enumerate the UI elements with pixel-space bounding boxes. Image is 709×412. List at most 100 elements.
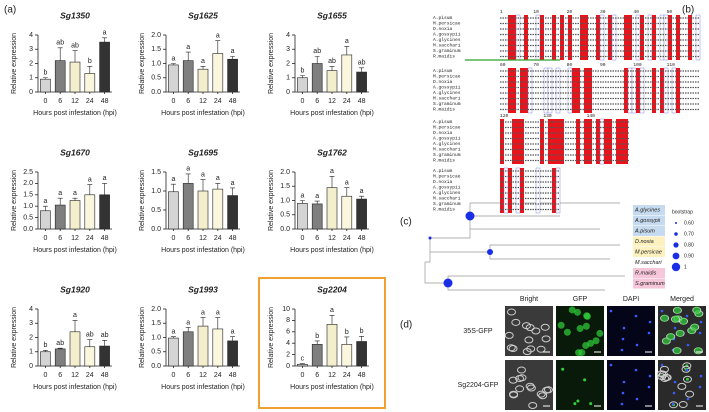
- conserved-block: [588, 119, 592, 164]
- y-tick-label: 1: [286, 75, 290, 82]
- position-number: 130: [543, 113, 552, 119]
- cell: [677, 382, 687, 390]
- species-name: M.sacchari: [433, 96, 461, 102]
- conserved-block: [663, 14, 669, 61]
- dapi-nucleus: [620, 348, 624, 352]
- error-bar: [344, 46, 350, 55]
- significance-letter: a: [330, 168, 334, 175]
- conserved-block: [660, 68, 664, 113]
- significance-letter: a: [345, 38, 349, 45]
- x-tick-label: 48: [229, 372, 237, 379]
- bar: [297, 77, 308, 93]
- conserved-block: [520, 119, 524, 164]
- bar: [212, 328, 224, 367]
- y-tick-label: 0.0: [151, 226, 161, 233]
- significance-letter: a: [186, 319, 190, 326]
- significance-letter: b: [43, 70, 47, 77]
- x-tick-label: 24: [86, 98, 94, 105]
- error-bar: [170, 63, 176, 65]
- cell: [511, 318, 521, 326]
- bootstrap-value: 1: [684, 264, 687, 270]
- bar: [99, 41, 110, 93]
- species-name: R.maidis: [433, 207, 455, 213]
- species-name: A.glycines: [433, 90, 461, 96]
- x-axis-label: Hours post infestation (hpi): [33, 110, 117, 117]
- error-bar: [185, 51, 191, 61]
- bar: [40, 78, 51, 93]
- taxon-swatch: [633, 205, 665, 215]
- conserved-block: [599, 118, 605, 165]
- error-bar: [87, 339, 93, 347]
- gfp-signal: [596, 329, 604, 337]
- conserved-block: [540, 15, 544, 60]
- species-name: A.glycines: [433, 141, 461, 147]
- position-number: 50: [667, 9, 673, 15]
- species-name: D.noxia: [433, 130, 453, 136]
- conserved-block: [584, 68, 588, 113]
- conserved-block: [535, 14, 541, 61]
- conserved-block: [500, 168, 504, 213]
- chart-title: Sg1695: [188, 147, 218, 157]
- cell: [660, 375, 670, 383]
- significance-letter: a: [171, 328, 175, 335]
- significance-letter: ab: [56, 40, 64, 47]
- y-tick-label: 1.0: [280, 197, 290, 204]
- error-bar: [72, 197, 78, 201]
- error-bar: [72, 50, 78, 63]
- significance-letter: a: [186, 166, 190, 173]
- significance-letter: b: [88, 58, 92, 65]
- taxon-swatch: [633, 257, 665, 268]
- taxon-label: S.graminum: [635, 281, 665, 287]
- conserved-block: [596, 15, 600, 60]
- chart-title: Sg1762: [317, 147, 347, 157]
- gfp-signal: [673, 347, 681, 355]
- chart-title: Sg1625: [188, 10, 218, 20]
- significance-letter: a: [88, 176, 92, 183]
- error-bar: [200, 179, 206, 191]
- species-name: S.graminum: [433, 201, 461, 207]
- position-number: 60: [500, 62, 506, 68]
- position-number: 140: [587, 113, 596, 119]
- error-bar: [299, 75, 305, 78]
- species-name: R.maidis: [433, 158, 455, 164]
- gfp-signal: [671, 315, 679, 323]
- conserved-block: [640, 15, 644, 60]
- bootstrap-node: [487, 249, 493, 255]
- conserved-block: [555, 67, 561, 114]
- bar: [84, 73, 96, 93]
- y-tick-label: 1: [29, 349, 33, 356]
- conserved-block: [631, 67, 637, 114]
- gfp-signal: [676, 329, 684, 337]
- cell: [538, 392, 548, 400]
- error-bar: [329, 175, 335, 188]
- significance-letter: a: [73, 312, 77, 319]
- conserved-block: [520, 68, 524, 113]
- y-tick-label: 1.5: [280, 183, 290, 190]
- x-tick-label: 48: [229, 98, 237, 105]
- error-bar: [42, 350, 48, 352]
- significance-letter: a: [201, 309, 205, 316]
- micrograph: [607, 360, 655, 410]
- y-tick-label: 1.5: [151, 46, 161, 53]
- cell: [541, 335, 551, 343]
- panel-label: (b): [682, 5, 694, 16]
- conserved-block: [556, 119, 560, 164]
- error-bar: [359, 67, 365, 73]
- y-tick-label: 0: [286, 363, 290, 370]
- conserved-block: [624, 68, 628, 113]
- error-bar: [72, 320, 78, 332]
- conserved-block: [584, 119, 588, 164]
- gfp-signal: [685, 377, 689, 381]
- error-bar: [42, 77, 48, 80]
- species-name: D.noxia: [433, 26, 453, 32]
- y-tick-label: 1.0: [23, 203, 33, 210]
- y-tick-label: 0.5: [280, 212, 290, 219]
- x-tick-label: 24: [214, 372, 222, 379]
- x-tick-label: 48: [358, 372, 366, 379]
- bar: [182, 60, 194, 93]
- conserved-block: [663, 67, 669, 114]
- gfp-signal: [587, 339, 595, 347]
- taxon-swatch: [633, 236, 665, 247]
- cell: [536, 345, 546, 353]
- gfp-signal: [583, 312, 591, 320]
